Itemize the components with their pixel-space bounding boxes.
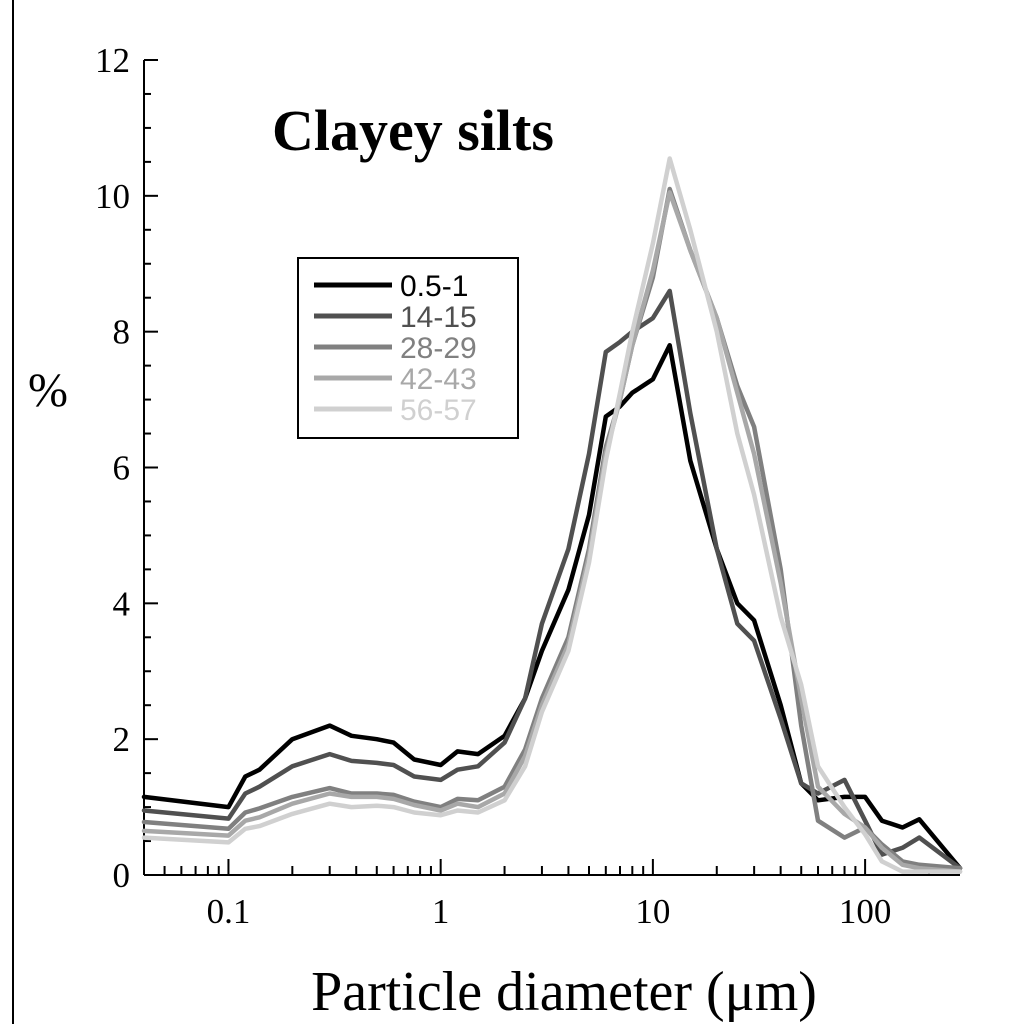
chart-title: Clayey silts [272, 98, 554, 163]
x-tick-label: 100 [839, 892, 892, 931]
legend-label: 42-43 [400, 363, 477, 396]
series-line-42-43 [141, 190, 963, 874]
y-tick-label: 2 [113, 720, 131, 759]
y-tick-label: 10 [95, 177, 130, 216]
y-tick-label: 4 [113, 584, 131, 623]
axes [143, 60, 960, 876]
x-tick-label: 1 [432, 892, 450, 931]
series-line-0.5-1 [141, 343, 963, 871]
y-ticks: 0 2 4 6 8 10 12 [95, 41, 158, 895]
x-tick-label: 10 [635, 892, 670, 931]
y-axis-title: % [28, 364, 68, 417]
x-tick-label: 0.1 [207, 892, 251, 931]
y-tick-label: 12 [95, 41, 130, 80]
legend-label: 14-15 [400, 301, 477, 334]
series-line-14-15 [141, 288, 963, 871]
x-axis-title: Particle diameter (μm) [311, 961, 817, 1023]
y-tick-label: 8 [113, 313, 131, 352]
y-tick-label: 6 [113, 449, 131, 488]
x-ticks: 0.1 1 10 100 [143, 859, 930, 931]
legend-label: 0.5-1 [400, 270, 468, 303]
y-tick-label: 0 [113, 856, 131, 895]
legend-label: 56-57 [400, 394, 477, 427]
series-layer [141, 156, 963, 874]
series-line-56-57 [141, 156, 963, 874]
legend-label: 28-29 [400, 332, 477, 365]
